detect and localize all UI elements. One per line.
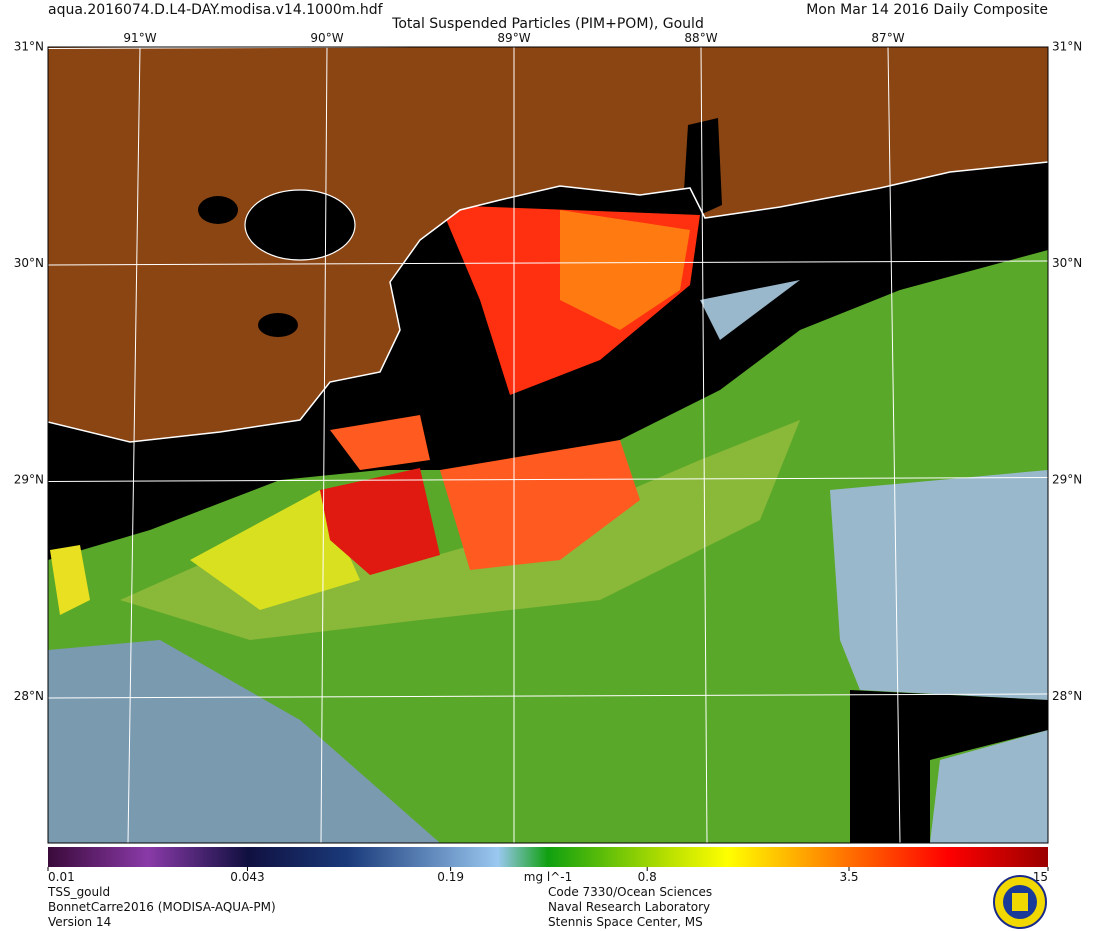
clear-water: [830, 470, 1048, 700]
longitude-line: [320, 47, 328, 843]
colorbar-unit: mg l^-1: [524, 870, 572, 884]
coastline: [48, 161, 1048, 443]
footer-line: Stennis Space Center, MS: [548, 915, 703, 929]
clear-water: [700, 280, 800, 340]
logo: [993, 875, 1047, 929]
latitude-line: [48, 47, 549, 49]
footer-line: Version 14: [48, 915, 111, 929]
colorbar: [48, 847, 1048, 867]
latitude-label: 31°N: [1052, 40, 1082, 54]
footer-line: Naval Research Laboratory: [548, 900, 710, 914]
longitude-label: 90°W: [310, 31, 343, 45]
turbid-water: [50, 545, 90, 615]
longitude-label: 88°W: [684, 31, 717, 45]
labels: 31°N 31°N 30°N 30°N 29°N 29°N 28°N 28°N 91°W 90°W…: [14, 31, 1083, 884]
coastline: [244, 189, 356, 261]
footer-line: Code 7330/Ocean Sciences: [548, 885, 712, 899]
graticule: [48, 47, 1048, 843]
longitude-line: [127, 47, 141, 843]
latitude-label: 29°N: [14, 473, 44, 487]
turbid-water: [190, 490, 360, 610]
footer-line: TSS_gould: [47, 885, 110, 899]
latitude-label: 28°N: [14, 689, 44, 703]
plume: [330, 415, 430, 470]
bay: [684, 118, 722, 215]
longitude-label: 91°W: [123, 31, 156, 45]
clear-water: [930, 730, 1048, 843]
longitude-label: 87°W: [871, 31, 904, 45]
lake: [245, 190, 355, 260]
colorbar-tick-label: 0.19: [437, 870, 464, 884]
latitude-label: 28°N: [1052, 689, 1082, 703]
latitude-label: 29°N: [1052, 473, 1082, 487]
colorbar-tick-label: 0.8: [638, 870, 657, 884]
clear-water: [48, 600, 460, 843]
colorbar-tick-label: 15: [1033, 870, 1048, 884]
latitude-label: 31°N: [14, 40, 44, 54]
colorbar-tick-label: 0.043: [230, 870, 264, 884]
latitude-label: 30°N: [1052, 256, 1082, 270]
colorbar-tick-label: 3.5: [839, 870, 858, 884]
colorbar-tick-label: 0.01: [48, 870, 75, 884]
latitude-label: 30°N: [14, 256, 44, 270]
latitude-line: [48, 260, 1048, 266]
plume: [560, 210, 690, 330]
longitude-line: [887, 47, 901, 843]
land: [48, 47, 1048, 442]
longitude-label: 89°W: [497, 31, 530, 45]
map: [48, 47, 1048, 843]
latitude-line: [48, 693, 1048, 699]
plume: [320, 468, 440, 575]
plume: [440, 440, 640, 570]
file-name: aqua.2016074.D.L4-DAY.modisa.v14.1000m.h…: [48, 2, 384, 18]
latitude-line: [48, 477, 1048, 482]
map-frame: [47, 46, 1049, 844]
map-title: Total Suspended Particles (PIM+POM), Gou…: [391, 16, 704, 32]
footer-line: BonnetCarre2016 (MODISA-AQUA-PM): [48, 900, 276, 914]
lake: [258, 313, 298, 337]
date-label: Mon Mar 14 2016 Daily Composite: [806, 2, 1048, 18]
longitude-line: [700, 47, 708, 843]
lake: [198, 196, 238, 224]
